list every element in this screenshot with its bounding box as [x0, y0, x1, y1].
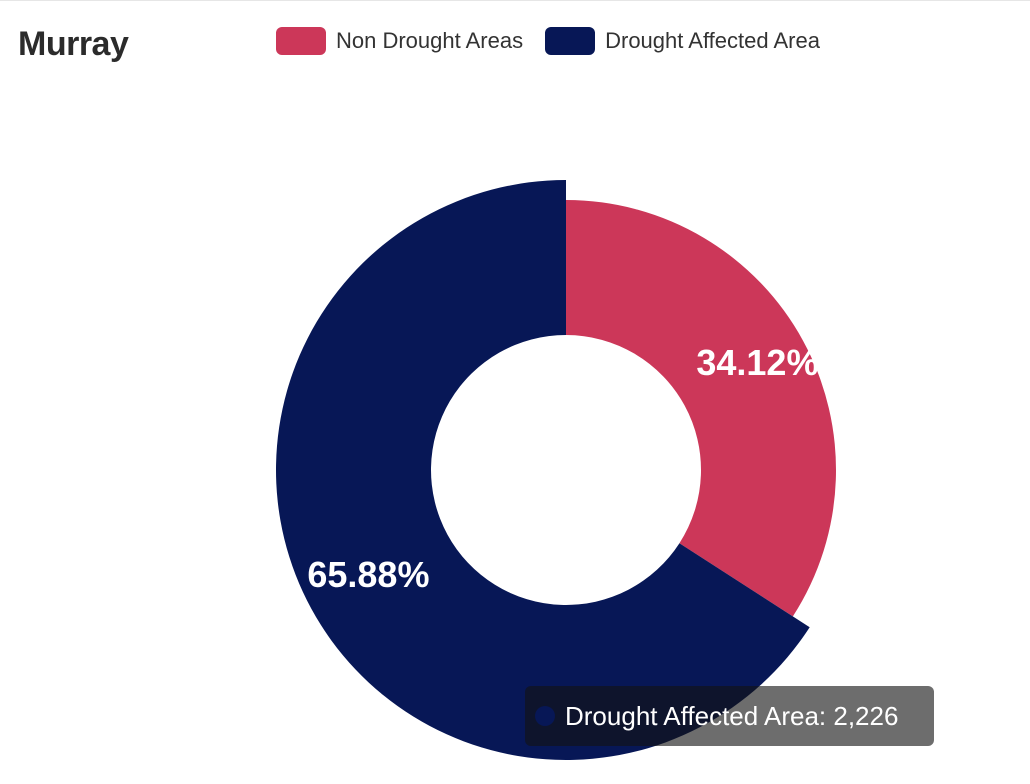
slice-non-drought[interactable] [566, 200, 836, 617]
tooltip-text: Drought Affected Area: 2,226 [565, 700, 899, 731]
legend-swatch-drought-affected [545, 27, 596, 55]
chart-legend: Non Drought Areas Drought Affected Area [276, 27, 842, 55]
slice-drought-affected[interactable] [275, 180, 810, 761]
legend-swatch-non-drought [276, 27, 326, 55]
legend-item-non-drought[interactable]: Non Drought Areas [276, 27, 523, 55]
legend-label-non-drought: Non Drought Areas [336, 28, 524, 53]
chart-title: Murray [18, 25, 129, 63]
tooltip-color-dot [535, 706, 555, 726]
legend-item-drought-affected[interactable]: Drought Affected Area [545, 27, 820, 55]
chart-tooltip: Drought Affected Area: 2,226 [525, 686, 934, 746]
slice-label-non-drought: 34.12% [696, 342, 818, 383]
slice-label-drought-affected: 65.88% [307, 554, 429, 595]
legend-label-drought-affected: Drought Affected Area [605, 28, 820, 53]
